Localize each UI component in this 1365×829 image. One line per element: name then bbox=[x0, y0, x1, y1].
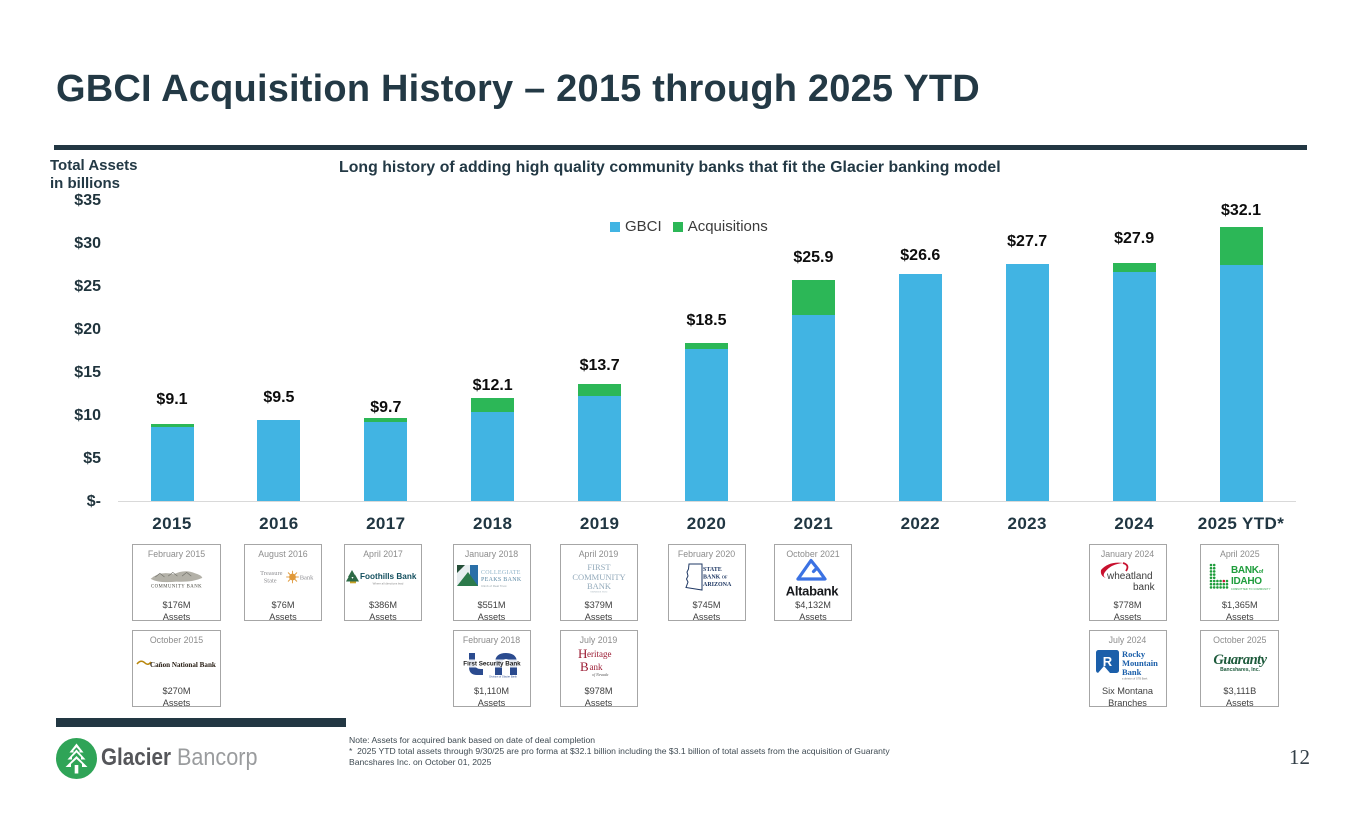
svg-text:Where all directions lead: Where all directions lead bbox=[373, 581, 404, 585]
svg-text:wheatland: wheatland bbox=[1106, 571, 1153, 582]
svg-text:First Security Bank: First Security Bank bbox=[463, 661, 521, 668]
svg-text:Bank: Bank bbox=[299, 574, 313, 581]
svg-text:BANK OF: BANK OF bbox=[703, 574, 728, 580]
svg-text:Bancshares, Inc.: Bancshares, Inc. bbox=[1220, 667, 1260, 673]
svg-text:H: H bbox=[578, 646, 587, 661]
svg-text:R: R bbox=[1102, 654, 1112, 669]
svg-text:Altabank: Altabank bbox=[786, 583, 840, 598]
svg-text:State: State bbox=[263, 577, 276, 584]
svg-text:BANKof: BANKof bbox=[1231, 565, 1263, 576]
svg-text:eritage: eritage bbox=[587, 649, 611, 659]
svg-text:BANK: BANK bbox=[586, 581, 611, 591]
svg-text:Foothills Bank: Foothills Bank bbox=[360, 572, 417, 581]
svg-text:of Nevada: of Nevada bbox=[592, 672, 608, 677]
svg-text:Guaranty: Guaranty bbox=[1213, 652, 1267, 668]
svg-text:COMMUNITY: COMMUNITY bbox=[572, 572, 625, 582]
svg-text:MEMBER FDIC: MEMBER FDIC bbox=[590, 590, 607, 593]
svg-text:Rocky: Rocky bbox=[1122, 649, 1146, 659]
svg-text:FIRST: FIRST bbox=[587, 562, 611, 572]
svg-text:Mountain: Mountain bbox=[1122, 658, 1158, 668]
svg-text:COMMUNITY BANK: COMMUNITY BANK bbox=[151, 584, 202, 588]
svg-text:ank: ank bbox=[589, 662, 602, 672]
svg-text:ARIZONA: ARIZONA bbox=[703, 582, 732, 588]
svg-text:Division of Glacier Bank: Division of Glacier Bank bbox=[489, 675, 517, 679]
svg-text:a division of GTB Bank: a division of GTB Bank bbox=[1122, 678, 1148, 681]
svg-text:COMMITTED TO COMMUNITY: COMMITTED TO COMMUNITY bbox=[1231, 588, 1271, 591]
svg-text:STATE: STATE bbox=[703, 567, 722, 573]
svg-text:Cañon National Bank: Cañon National Bank bbox=[150, 661, 216, 669]
svg-text:PEAKS BANK: PEAKS BANK bbox=[481, 577, 522, 583]
svg-text:bank: bank bbox=[1133, 582, 1156, 593]
svg-text:Treasure: Treasure bbox=[260, 570, 283, 577]
svg-text:Climb of Real Trust: Climb of Real Trust bbox=[481, 584, 507, 588]
svg-text:COLLEGIATE: COLLEGIATE bbox=[481, 570, 521, 576]
svg-text:B: B bbox=[580, 659, 589, 674]
svg-text:Bank: Bank bbox=[1122, 667, 1142, 677]
svg-text:IDAHO: IDAHO bbox=[1231, 576, 1262, 587]
